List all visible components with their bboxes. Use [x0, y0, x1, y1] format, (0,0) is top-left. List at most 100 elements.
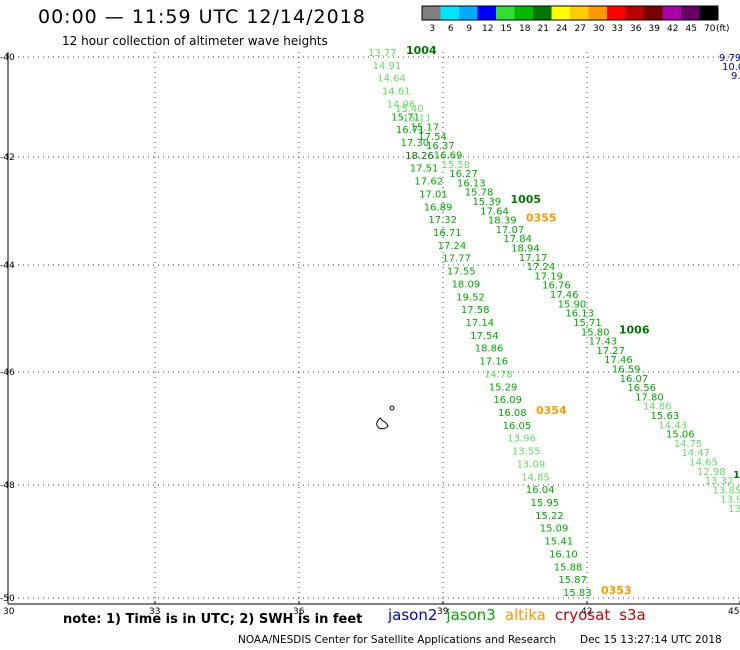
- legend-swatch-24: [551, 6, 570, 20]
- swh-value: 16.37: [426, 141, 455, 152]
- swh-value: 17.84: [503, 234, 532, 245]
- lat-label: -48: [0, 481, 15, 491]
- time-label: 0355: [526, 212, 557, 225]
- swh-value: 15.41: [544, 537, 573, 548]
- swh-value: 18.39: [488, 216, 517, 227]
- legend-label-18: 18: [519, 24, 531, 34]
- legend-swatch-6: [440, 6, 459, 20]
- legend-label-30: 30: [593, 24, 605, 34]
- legend-label-42: 42: [667, 24, 678, 34]
- legend-swatch-45: [681, 6, 700, 20]
- lat-label: -44: [0, 261, 15, 271]
- swh-value: 15.29: [489, 382, 518, 393]
- legend-swatch-36: [625, 6, 644, 20]
- legend-label-6: 6: [448, 24, 454, 34]
- swh-value: 17.16: [479, 357, 508, 368]
- swh-value: 15.63: [651, 411, 680, 422]
- swh-value: 17.54: [470, 331, 499, 342]
- swh-value: 17.58: [461, 305, 490, 316]
- satellite-jason3: jason3: [446, 606, 496, 624]
- swh-value: 15.39: [472, 197, 501, 208]
- swh-value: 15.83: [563, 588, 592, 599]
- lon-label: 42: [581, 607, 592, 617]
- legend-swatch-70: [699, 6, 718, 20]
- swh-value: 17.14: [466, 318, 495, 329]
- swh-value: 15.80: [581, 327, 610, 338]
- island-outline: [376, 405, 395, 430]
- swh-value: 15.40: [395, 104, 424, 115]
- swh-value: 13.55: [512, 447, 541, 458]
- swh-value: 14.65: [689, 457, 718, 468]
- swh-value: 16.07: [620, 374, 649, 385]
- swh-value: 15.58: [441, 160, 470, 171]
- time-label: 1004: [406, 44, 437, 57]
- swh-value: 13.85: [713, 485, 740, 496]
- swh-value: 15.88: [554, 562, 583, 573]
- island-outline-main: [376, 417, 389, 430]
- legend-swatch-39: [644, 6, 663, 20]
- credit-text: NOAA/NESDIS Center for Satellite Applica…: [238, 634, 556, 646]
- legend-label-39: 39: [649, 24, 661, 34]
- generated-timestamp: Dec 15 13:27:14 UTC 2018: [580, 634, 722, 646]
- swh-value: 14.78: [484, 369, 513, 380]
- swh-value: 18.94: [511, 244, 540, 255]
- swh-value: 14.43: [658, 420, 687, 431]
- lat-lon-grid: 30 33 36 39 42 45 -40 -42 -44 -46 -48 -50: [0, 52, 740, 617]
- legend-label-33: 33: [612, 24, 623, 34]
- swh-value: 17.32: [428, 215, 457, 226]
- swh-value: 17.07: [496, 225, 525, 236]
- swh-value: 17.17: [519, 253, 548, 264]
- swh-value: 14.64: [377, 74, 406, 85]
- swh-value: 17.24: [527, 262, 556, 273]
- swh-value: 18.86: [475, 344, 504, 355]
- lat-label: -46: [0, 368, 15, 378]
- lon-label: 39: [437, 607, 449, 617]
- time-label: 0353: [601, 584, 632, 597]
- swh-value: 15.71: [391, 112, 420, 123]
- swh-value: 14.86: [643, 402, 672, 413]
- edge-value: 1: [733, 470, 740, 481]
- lon-label: 33: [149, 607, 160, 617]
- lat-label: -42: [0, 153, 15, 163]
- lon-label: 36: [293, 607, 305, 617]
- swh-value: 14.96: [387, 99, 416, 110]
- legend-border: [421, 5, 719, 21]
- satellite-tracks: 13.77 100414.9114.6414.6114.9615.7116.711…: [368, 44, 740, 599]
- legend-swatch-12: [477, 6, 496, 20]
- swh-value: 17.64: [480, 206, 509, 217]
- swh-value: 14.61: [382, 87, 411, 98]
- satellite-s3a: s3a: [619, 606, 646, 624]
- legend-label-70: 70: [704, 24, 716, 34]
- track-b: 15.4015.1115.1717.5416.3716.6915.5816.27…: [395, 104, 740, 515]
- swh-value: 16.56: [627, 383, 656, 394]
- edge-value: 10.0: [722, 62, 740, 73]
- swh-value: 16.71: [396, 125, 425, 136]
- swh-value: 14.91: [373, 61, 402, 72]
- legend-label-24: 24: [556, 24, 568, 34]
- lat-label: -50: [0, 594, 15, 604]
- swh-value: 16.27: [449, 169, 478, 180]
- lon-label: 45: [728, 607, 739, 617]
- swh-value: 17.30: [401, 138, 430, 149]
- island-outline-small: [389, 405, 395, 411]
- time-label: 1006: [619, 323, 650, 336]
- swh-value: 16.59: [612, 364, 641, 375]
- color-legend: 3 6 9 12 15 18 21 24 27 30 33 36 39 42 45 70 (ft): [421, 5, 730, 34]
- legend-swatch-30: [588, 6, 607, 20]
- swh-value: 15.78: [465, 188, 494, 199]
- legend-swatch-3: [422, 6, 441, 20]
- swh-value: 18.26: [405, 151, 434, 162]
- swh-value: 16.05: [503, 421, 532, 432]
- swh-value: 17.46: [604, 355, 633, 366]
- swh-value: 16.09: [493, 395, 522, 406]
- swh-value: 15.87: [558, 575, 587, 586]
- legend-swatch-27: [570, 6, 589, 20]
- edge-value: 9.: [731, 71, 740, 82]
- legend-swatch-42: [662, 6, 681, 20]
- legend-label-15: 15: [501, 24, 512, 34]
- swh-value: 14.47: [682, 448, 711, 459]
- legend-swatch-9: [459, 6, 478, 20]
- legend-swatch-15: [496, 6, 515, 20]
- swh-value: 13.09: [517, 459, 546, 470]
